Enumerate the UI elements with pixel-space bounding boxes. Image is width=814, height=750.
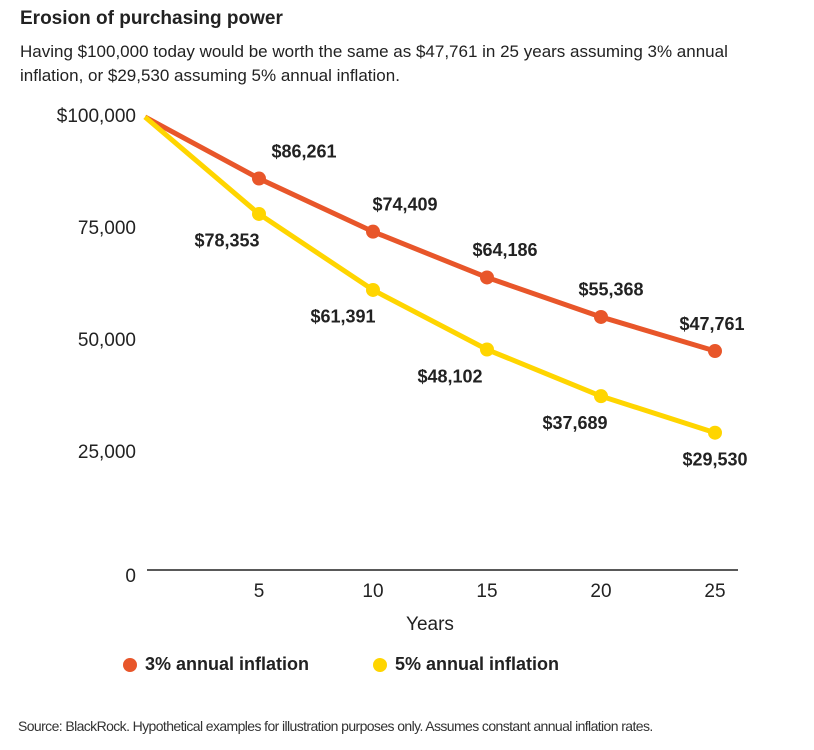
data-point (480, 270, 494, 285)
series-line (143, 114, 716, 354)
legend-label: 5% annual inflation (395, 654, 559, 674)
x-tick-label: 5 (254, 581, 265, 602)
series-line (143, 115, 716, 436)
x-tick-label: 20 (590, 581, 611, 602)
y-tick-label: $100,000 (57, 106, 136, 127)
x-tick-label: 10 (362, 581, 383, 602)
legend-label: 3% annual inflation (145, 654, 309, 674)
value-label: $86,261 (271, 141, 336, 161)
source-note: Source: BlackRock. Hypothetical examples… (18, 718, 653, 734)
chart: Years 0 25,000 50,000 75,000 $100,000 5 10 15 20… (57, 106, 748, 674)
data-point (366, 224, 380, 239)
x-tick-label: 15 (476, 581, 497, 602)
chart-title: Erosion of purchasing power (20, 8, 283, 29)
data-point (252, 206, 266, 221)
data-point (708, 425, 722, 440)
value-label: $48,102 (417, 366, 482, 386)
legend-marker (373, 658, 387, 672)
value-label: $64,186 (472, 240, 537, 260)
y-tick-label: 25,000 (78, 442, 136, 463)
y-tick-label: 75,000 (78, 218, 136, 239)
data-point (594, 389, 608, 404)
data-point (252, 171, 266, 186)
x-tick-label: 25 (704, 581, 725, 602)
y-tick-label: 50,000 (78, 330, 136, 351)
y-tick-label: 0 (125, 566, 136, 587)
data-point (480, 342, 494, 357)
value-label: $47,761 (679, 314, 744, 334)
value-label: $78,353 (194, 231, 259, 251)
value-label: $74,409 (372, 194, 437, 214)
chart-subtitle: Having $100,000 today would be worth the… (20, 42, 728, 85)
x-axis-label: Years (406, 614, 454, 635)
value-label: $55,368 (578, 280, 643, 300)
value-label: $29,530 (682, 449, 747, 469)
data-point (366, 282, 380, 297)
data-point (594, 309, 608, 324)
legend-marker (123, 658, 137, 672)
value-label: $37,689 (542, 413, 607, 433)
data-point (708, 344, 722, 359)
value-label: $61,391 (310, 307, 375, 327)
